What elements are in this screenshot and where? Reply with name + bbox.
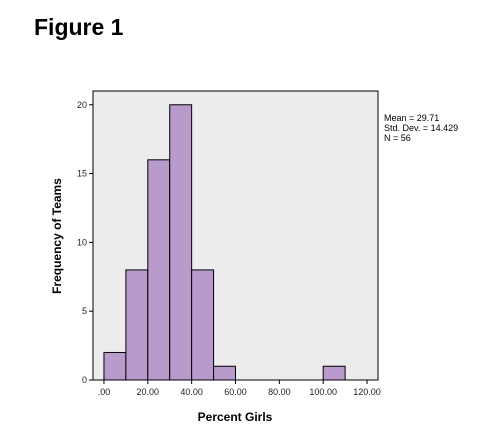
x-tick-label: 60.00	[224, 387, 247, 397]
x-axis-label: Percent Girls	[198, 410, 273, 424]
histogram-bars	[103, 104, 346, 381]
y-tick-label: 20	[77, 100, 87, 110]
y-tick-label: 0	[82, 375, 87, 385]
y-tick-label: 15	[77, 169, 87, 179]
y-tick-label: 5	[82, 306, 87, 316]
histogram-bar	[213, 365, 236, 381]
stat-std-dev: Std. Dev. = 14.429	[384, 123, 458, 133]
histogram-bar	[322, 365, 346, 381]
histogram-bar	[103, 351, 127, 381]
histogram-bar	[147, 159, 171, 381]
y-axis-label: Frequency of Teams	[50, 178, 64, 294]
x-tick-label: 120.00	[353, 387, 381, 397]
y-tick-label: 10	[77, 237, 87, 247]
stat-mean: Mean = 29.71	[384, 113, 439, 123]
histogram-bar	[191, 269, 215, 381]
stat-n: N = 56	[384, 133, 411, 143]
stats-box: Mean = 29.71 Std. Dev. = 14.429 N = 56	[384, 113, 458, 143]
x-tick-label: 20.00	[137, 387, 160, 397]
x-tick-label: 40.00	[180, 387, 203, 397]
x-tick-label: 80.00	[268, 387, 291, 397]
x-tick-label: .00	[98, 387, 111, 397]
y-axis-ticks: 0 5 10 15 20	[77, 100, 93, 385]
x-axis-ticks: .00 20.00 40.00 60.00 80.00 100.00 120.00	[98, 380, 381, 397]
x-tick-label: 100.00	[309, 387, 337, 397]
histogram-bar	[169, 104, 193, 381]
histogram-bar	[125, 269, 149, 381]
figure-title: Figure 1	[34, 14, 124, 40]
